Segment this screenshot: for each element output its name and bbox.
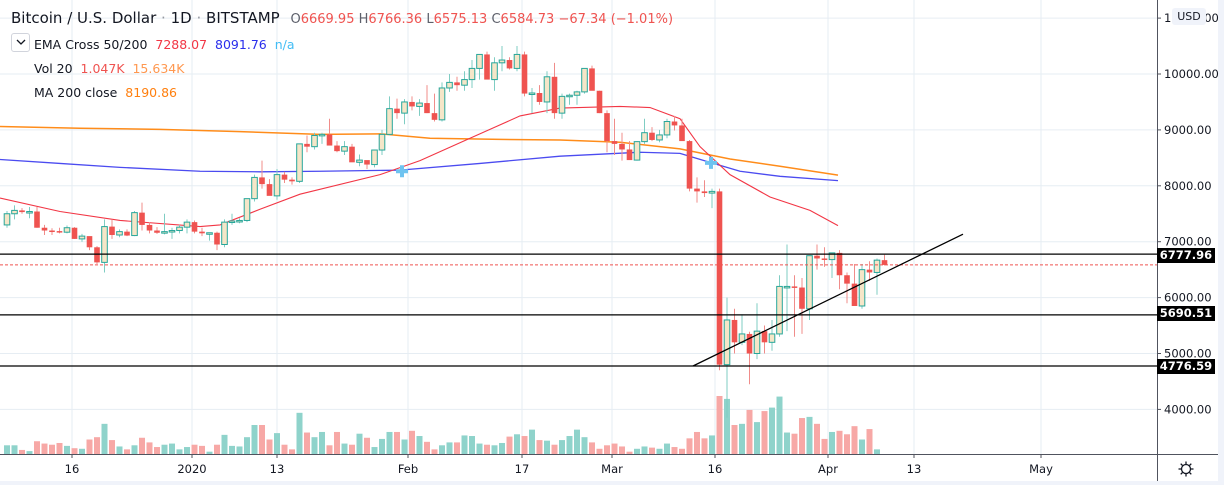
price-tick-label: 6000.00: [1164, 291, 1212, 305]
price-tick-label: 8000.00: [1164, 179, 1212, 193]
time-tick-label: Mar: [601, 462, 623, 476]
time-tick-label: 16: [65, 462, 80, 476]
gear-icon: [1178, 461, 1194, 477]
chevron-down-icon: [16, 39, 25, 45]
time-tick-label: Apr: [818, 462, 838, 476]
ema-cross-marker: [705, 156, 717, 169]
price-tick-label: 9000.00: [1164, 123, 1212, 137]
trend-line[interactable]: [692, 233, 964, 367]
time-tick-label: 16: [708, 462, 723, 476]
chart-settings-button[interactable]: [1177, 460, 1195, 478]
moving-average-lines: [0, 105, 839, 228]
price-tick-label: 5000.00: [1164, 347, 1212, 361]
collapse-indicators-button[interactable]: [11, 33, 30, 52]
time-tick-label: 2020: [177, 462, 206, 476]
price-tick-label: 7000.00: [1164, 235, 1212, 249]
hline-price-label: 4776.59: [1157, 359, 1215, 374]
time-tick-label: 13: [270, 462, 285, 476]
time-tick-label: Feb: [398, 462, 418, 476]
volume-bars: [4, 396, 880, 454]
currency-badge[interactable]: USD: [1172, 8, 1206, 25]
price-tick-label: 4000.00: [1164, 402, 1212, 416]
candlesticks: [3, 46, 888, 418]
drawing-tools[interactable]: [0, 156, 1157, 367]
time-tick-label: 13: [907, 462, 922, 476]
ema-cross-marker: [396, 165, 408, 178]
time-tick-label: May: [1029, 462, 1053, 476]
time-tick-label: 17: [515, 462, 530, 476]
chart-grid: [0, 0, 1157, 454]
hline-price-label: 6777.96: [1157, 248, 1215, 263]
price-tick-label: 10000.00: [1164, 67, 1219, 81]
hline-price-label: 5690.51: [1157, 306, 1215, 321]
